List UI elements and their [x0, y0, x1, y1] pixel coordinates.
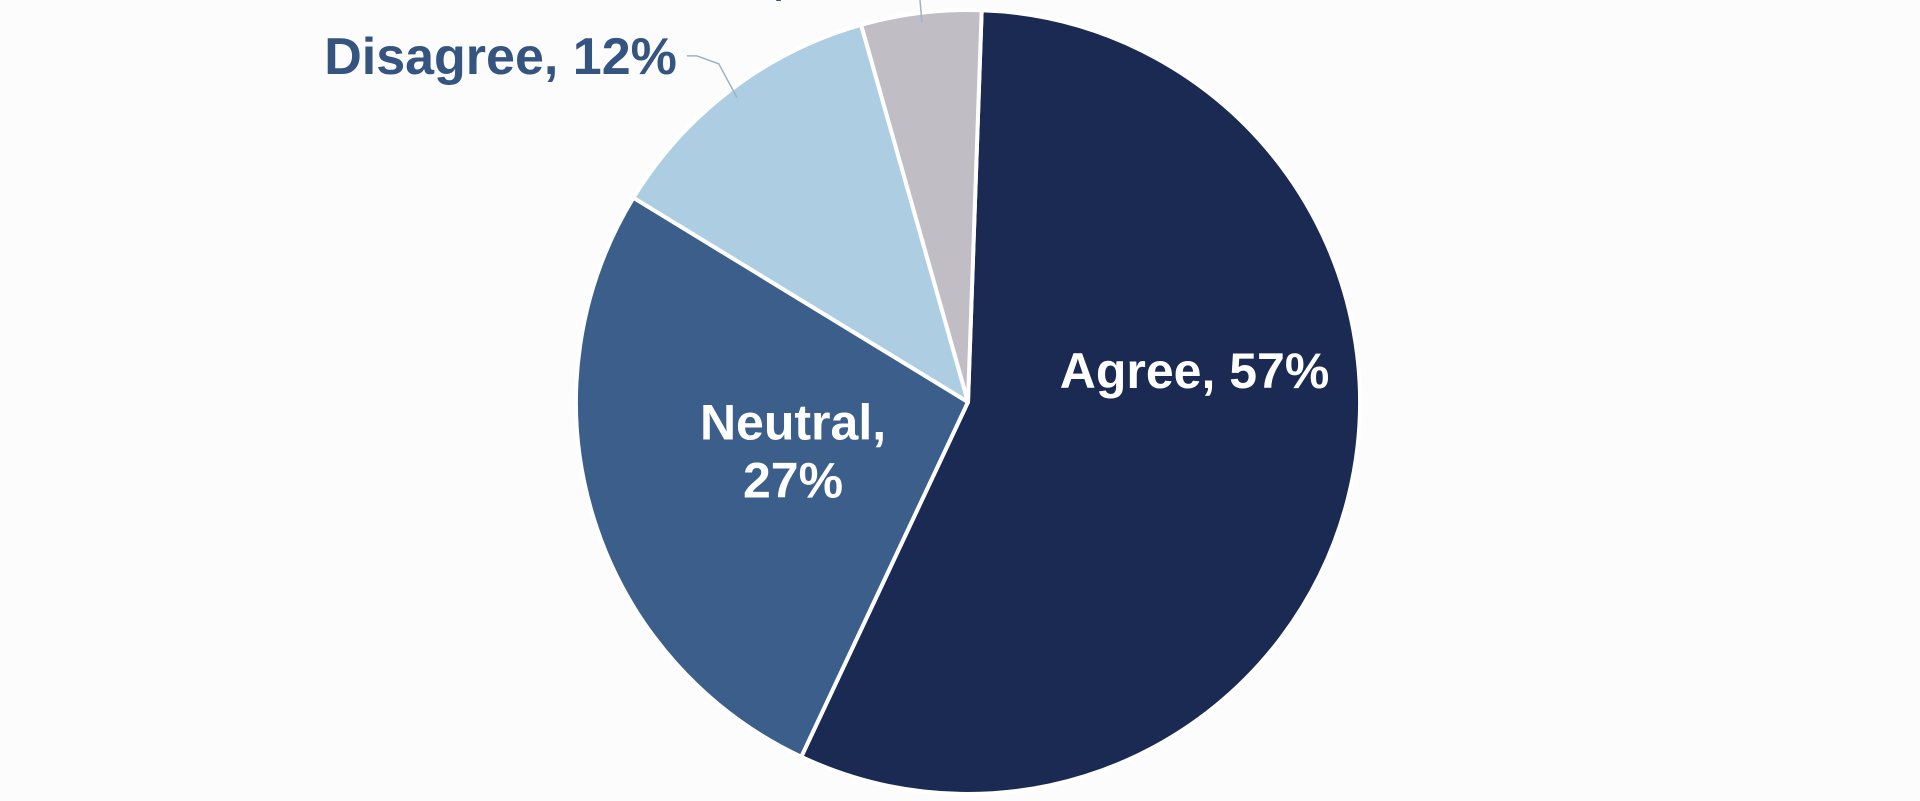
leader-lines: [686, 0, 923, 99]
pie-slices: [574, 8, 1362, 796]
slice-label-neutral-value: 27%: [743, 453, 843, 509]
pie-slice-agree: [799, 8, 1362, 796]
leader-line-don-t-know: [919, 0, 923, 23]
pie-slice-disagree: [631, 22, 970, 404]
leader-line-disagree: [686, 55, 738, 99]
pie-slice-neutral: [574, 195, 970, 759]
slice-label-don-t-know: Don't know, 5%: [496, 0, 876, 5]
slice-label-agree: Agree, 57%: [1060, 343, 1330, 399]
slice-label-neutral: Neutral,: [700, 395, 886, 451]
slice-label-disagree: Disagree, 12%: [324, 28, 677, 86]
slice-labels: Agree, 57% Neutral,27% Disagree, 12% Don't …: [324, 0, 1329, 509]
